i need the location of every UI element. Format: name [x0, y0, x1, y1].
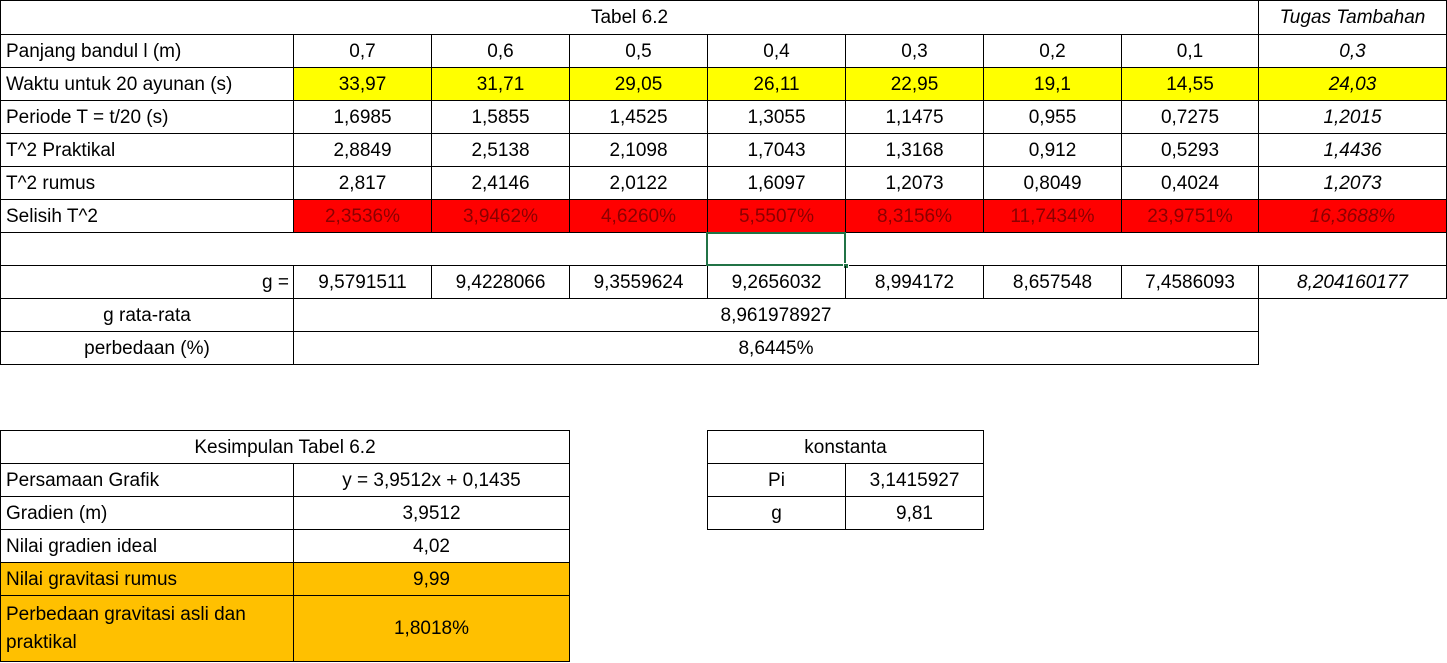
kesimpulan-value[interactable]: 3,9512	[294, 497, 570, 530]
row-label: Periode T = t/20 (s)	[0, 101, 294, 134]
cell[interactable]: 33,97	[294, 68, 432, 101]
row-label: Selisih T^2	[0, 200, 294, 233]
cell[interactable]: 1,6985	[294, 101, 432, 134]
g-cell[interactable]: 9,5791511	[294, 266, 432, 299]
cell[interactable]: 1,3055	[708, 101, 846, 134]
diff-label: perbedaan (%)	[0, 332, 294, 365]
row-label: T^2 rumus	[0, 167, 294, 200]
konstanta-label: Pi	[707, 464, 846, 497]
fill-handle[interactable]	[843, 263, 849, 269]
g-cell[interactable]: 7,4586093	[1122, 266, 1259, 299]
extra-cell[interactable]: 1,4436	[1259, 134, 1447, 167]
cell[interactable]: 1,5855	[432, 101, 570, 134]
g-extra-cell[interactable]: 8,204160177	[1259, 266, 1447, 299]
cell[interactable]: 0,4024	[1122, 167, 1259, 200]
kesimpulan-value[interactable]: 9,99	[294, 563, 570, 596]
kesimpulan-label: Gradien (m)	[0, 497, 294, 530]
cell[interactable]: 0,6	[432, 35, 570, 68]
extra-cell[interactable]: 1,2015	[1259, 101, 1447, 134]
selected-cell[interactable]	[706, 232, 846, 266]
g-cell[interactable]: 9,2656032	[708, 266, 846, 299]
table-title: Tabel 6.2	[0, 0, 1259, 35]
row-label: Panjang bandul l (m)	[0, 35, 294, 68]
kesimpulan-title: Kesimpulan Tabel 6.2	[0, 430, 570, 464]
konstanta-title: konstanta	[707, 430, 984, 464]
g-cell[interactable]: 8,657548	[984, 266, 1122, 299]
cell[interactable]: 0,2	[984, 35, 1122, 68]
cell[interactable]: 23,9751%	[1122, 200, 1259, 233]
extra-cell[interactable]: 0,3	[1259, 35, 1447, 68]
cell[interactable]: 0,3	[846, 35, 984, 68]
konstanta-label: g	[707, 497, 846, 530]
cell[interactable]: 1,1475	[846, 101, 984, 134]
cell[interactable]: 3,9462%	[432, 200, 570, 233]
cell[interactable]: 2,1098	[570, 134, 708, 167]
cell[interactable]: 1,7043	[708, 134, 846, 167]
kesimpulan-value[interactable]: y = 3,9512x + 0,1435	[294, 464, 570, 497]
kesimpulan-value[interactable]: 1,8018%	[294, 596, 570, 662]
konstanta-value[interactable]: 3,1415927	[846, 464, 984, 497]
cell[interactable]: 1,3168	[846, 134, 984, 167]
g-avg-value[interactable]: 8,961978927	[294, 299, 1259, 332]
g-avg-label: g rata-rata	[0, 299, 294, 332]
cell[interactable]: 2,3536%	[294, 200, 432, 233]
cell[interactable]: 8,3156%	[846, 200, 984, 233]
cell[interactable]: 0,8049	[984, 167, 1122, 200]
cell[interactable]: 0,7275	[1122, 101, 1259, 134]
cell[interactable]: 2,4146	[432, 167, 570, 200]
cell[interactable]: 29,05	[570, 68, 708, 101]
g-cell[interactable]: 9,4228066	[432, 266, 570, 299]
cell[interactable]: 0,5293	[1122, 134, 1259, 167]
cell[interactable]: 1,2073	[846, 167, 984, 200]
extra-cell[interactable]: 16,3688%	[1259, 200, 1447, 233]
g-label: g =	[0, 266, 294, 299]
konstanta-value[interactable]: 9,81	[846, 497, 984, 530]
cell[interactable]: 5,5507%	[708, 200, 846, 233]
cell[interactable]: 0,1	[1122, 35, 1259, 68]
cell[interactable]: 31,71	[432, 68, 570, 101]
kesimpulan-label: Nilai gravitasi rumus	[0, 563, 294, 596]
kesimpulan-value[interactable]: 4,02	[294, 530, 570, 563]
cell[interactable]: 11,7434%	[984, 200, 1122, 233]
extra-cell[interactable]: 24,03	[1259, 68, 1447, 101]
cell[interactable]: 4,6260%	[570, 200, 708, 233]
kesimpulan-label: Persamaan Grafik	[0, 464, 294, 497]
cell[interactable]: 1,6097	[708, 167, 846, 200]
cell[interactable]: 19,1	[984, 68, 1122, 101]
g-cell[interactable]: 8,994172	[846, 266, 984, 299]
cell[interactable]: 2,0122	[570, 167, 708, 200]
cell[interactable]: 1,4525	[570, 101, 708, 134]
cell[interactable]: 2,5138	[432, 134, 570, 167]
kesimpulan-label: Perbedaan gravitasi asli dan praktikal	[0, 596, 294, 662]
cell[interactable]: 0,4	[708, 35, 846, 68]
kesimpulan-label: Nilai gradien ideal	[0, 530, 294, 563]
extra-header: Tugas Tambahan	[1259, 0, 1447, 35]
cell[interactable]: 22,95	[846, 68, 984, 101]
cell[interactable]: 0,5	[570, 35, 708, 68]
cell[interactable]: 0,7	[294, 35, 432, 68]
cell[interactable]: 2,8849	[294, 134, 432, 167]
row-label: Waktu untuk 20 ayunan (s)	[0, 68, 294, 101]
cell[interactable]: 0,912	[984, 134, 1122, 167]
extra-cell[interactable]: 1,2073	[1259, 167, 1447, 200]
diff-value[interactable]: 8,6445%	[294, 332, 1259, 365]
row-label: T^2 Praktikal	[0, 134, 294, 167]
cell[interactable]: 0,955	[984, 101, 1122, 134]
cell[interactable]: 26,11	[708, 68, 846, 101]
cell[interactable]: 2,817	[294, 167, 432, 200]
cell[interactable]: 14,55	[1122, 68, 1259, 101]
g-cell[interactable]: 9,3559624	[570, 266, 708, 299]
